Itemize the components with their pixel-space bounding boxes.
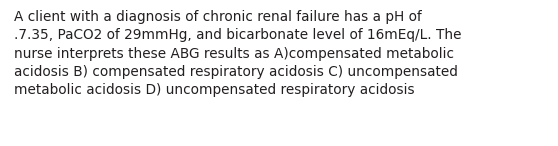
Text: A client with a diagnosis of chronic renal failure has a pH of
.7.35, PaCO2 of 2: A client with a diagnosis of chronic ren…: [14, 10, 461, 97]
